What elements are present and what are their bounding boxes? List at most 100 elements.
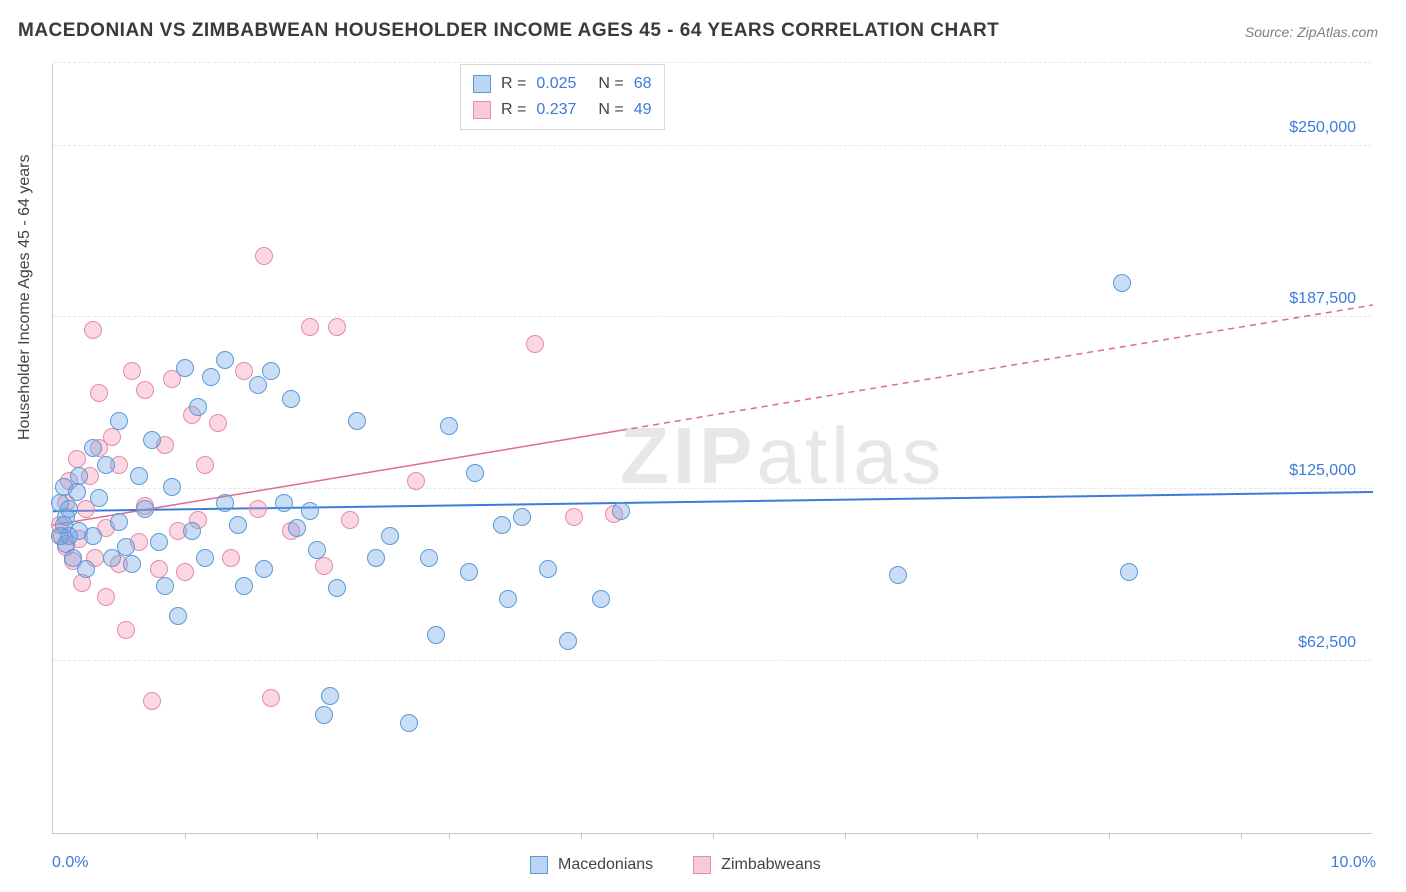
data-point	[103, 428, 121, 446]
data-point	[110, 513, 128, 531]
data-point	[348, 412, 366, 430]
n-value-macedonians: 68	[634, 75, 652, 93]
data-point	[90, 489, 108, 507]
data-point	[176, 359, 194, 377]
data-point	[282, 390, 300, 408]
legend-stats: R = 0.025 N = 68 R = 0.237 N = 49	[460, 64, 665, 130]
data-point	[97, 588, 115, 606]
r-label: R =	[501, 101, 526, 119]
data-point	[216, 494, 234, 512]
data-point	[123, 362, 141, 380]
data-point	[77, 560, 95, 578]
data-point	[70, 467, 88, 485]
data-point	[68, 483, 86, 501]
data-point	[255, 560, 273, 578]
data-point	[235, 577, 253, 595]
r-value-macedonians: 0.025	[536, 75, 576, 93]
data-point	[381, 527, 399, 545]
data-point	[407, 472, 425, 490]
data-point	[315, 557, 333, 575]
data-point	[84, 527, 102, 545]
data-point	[143, 692, 161, 710]
data-point	[367, 549, 385, 567]
data-point	[110, 412, 128, 430]
data-point	[526, 335, 544, 353]
data-point	[117, 621, 135, 639]
n-label: N =	[598, 75, 623, 93]
data-point	[222, 549, 240, 567]
source-label: Source: ZipAtlas.com	[1245, 24, 1378, 40]
data-point	[513, 508, 531, 526]
x-tick	[185, 833, 186, 839]
data-point	[229, 516, 247, 534]
data-point	[466, 464, 484, 482]
data-point	[400, 714, 418, 732]
n-value-zimbabweans: 49	[634, 101, 652, 119]
data-point	[97, 456, 115, 474]
legend-stats-row-macedonians: R = 0.025 N = 68	[473, 71, 652, 97]
r-label: R =	[501, 75, 526, 93]
data-point	[565, 508, 583, 526]
series-label-zimbabweans: Zimbabweans	[721, 856, 821, 874]
data-point	[249, 376, 267, 394]
data-point	[68, 450, 86, 468]
data-point	[493, 516, 511, 534]
data-point	[60, 500, 78, 518]
legend-item-zimbabweans: Zimbabweans	[693, 856, 821, 874]
swatch-pink	[473, 101, 491, 119]
data-point	[427, 626, 445, 644]
data-point	[559, 632, 577, 650]
data-point	[156, 577, 174, 595]
data-point	[539, 560, 557, 578]
data-point	[136, 381, 154, 399]
swatch-blue	[473, 75, 491, 93]
x-tick	[317, 833, 318, 839]
data-point	[136, 500, 154, 518]
data-point	[117, 538, 135, 556]
legend-item-macedonians: Macedonians	[530, 856, 653, 874]
data-point	[130, 467, 148, 485]
data-point	[275, 494, 293, 512]
data-point	[1113, 274, 1131, 292]
data-point	[592, 590, 610, 608]
x-tick	[581, 833, 582, 839]
data-point	[612, 502, 630, 520]
data-point	[301, 318, 319, 336]
data-point	[84, 439, 102, 457]
data-point	[440, 417, 458, 435]
x-tick	[713, 833, 714, 839]
data-point	[288, 519, 306, 537]
x-tick	[449, 833, 450, 839]
data-point	[262, 689, 280, 707]
swatch-blue	[530, 856, 548, 874]
data-point	[308, 541, 326, 559]
data-point	[328, 579, 346, 597]
trendline-dashed	[621, 305, 1373, 430]
data-point	[499, 590, 517, 608]
data-point	[202, 368, 220, 386]
chart-title: MACEDONIAN VS ZIMBABWEAN HOUSEHOLDER INC…	[18, 20, 999, 42]
data-point	[169, 607, 187, 625]
series-label-macedonians: Macedonians	[558, 856, 653, 874]
x-tick	[1109, 833, 1110, 839]
legend-series: Macedonians Zimbabweans	[530, 856, 821, 874]
data-point	[262, 362, 280, 380]
x-tick	[977, 833, 978, 839]
y-axis-title: Householder Income Ages 45 - 64 years	[16, 155, 34, 441]
data-point	[216, 351, 234, 369]
data-point	[183, 522, 201, 540]
data-point	[341, 511, 359, 529]
data-point	[460, 563, 478, 581]
data-point	[84, 321, 102, 339]
data-point	[209, 414, 227, 432]
n-label: N =	[598, 101, 623, 119]
data-point	[196, 456, 214, 474]
data-point	[196, 549, 214, 567]
x-tick	[845, 833, 846, 839]
plot-area: $62,500$125,000$187,500$250,000	[52, 64, 1372, 834]
data-point	[301, 502, 319, 520]
data-point	[150, 560, 168, 578]
data-point	[123, 555, 141, 573]
data-point	[328, 318, 346, 336]
data-point	[249, 500, 267, 518]
